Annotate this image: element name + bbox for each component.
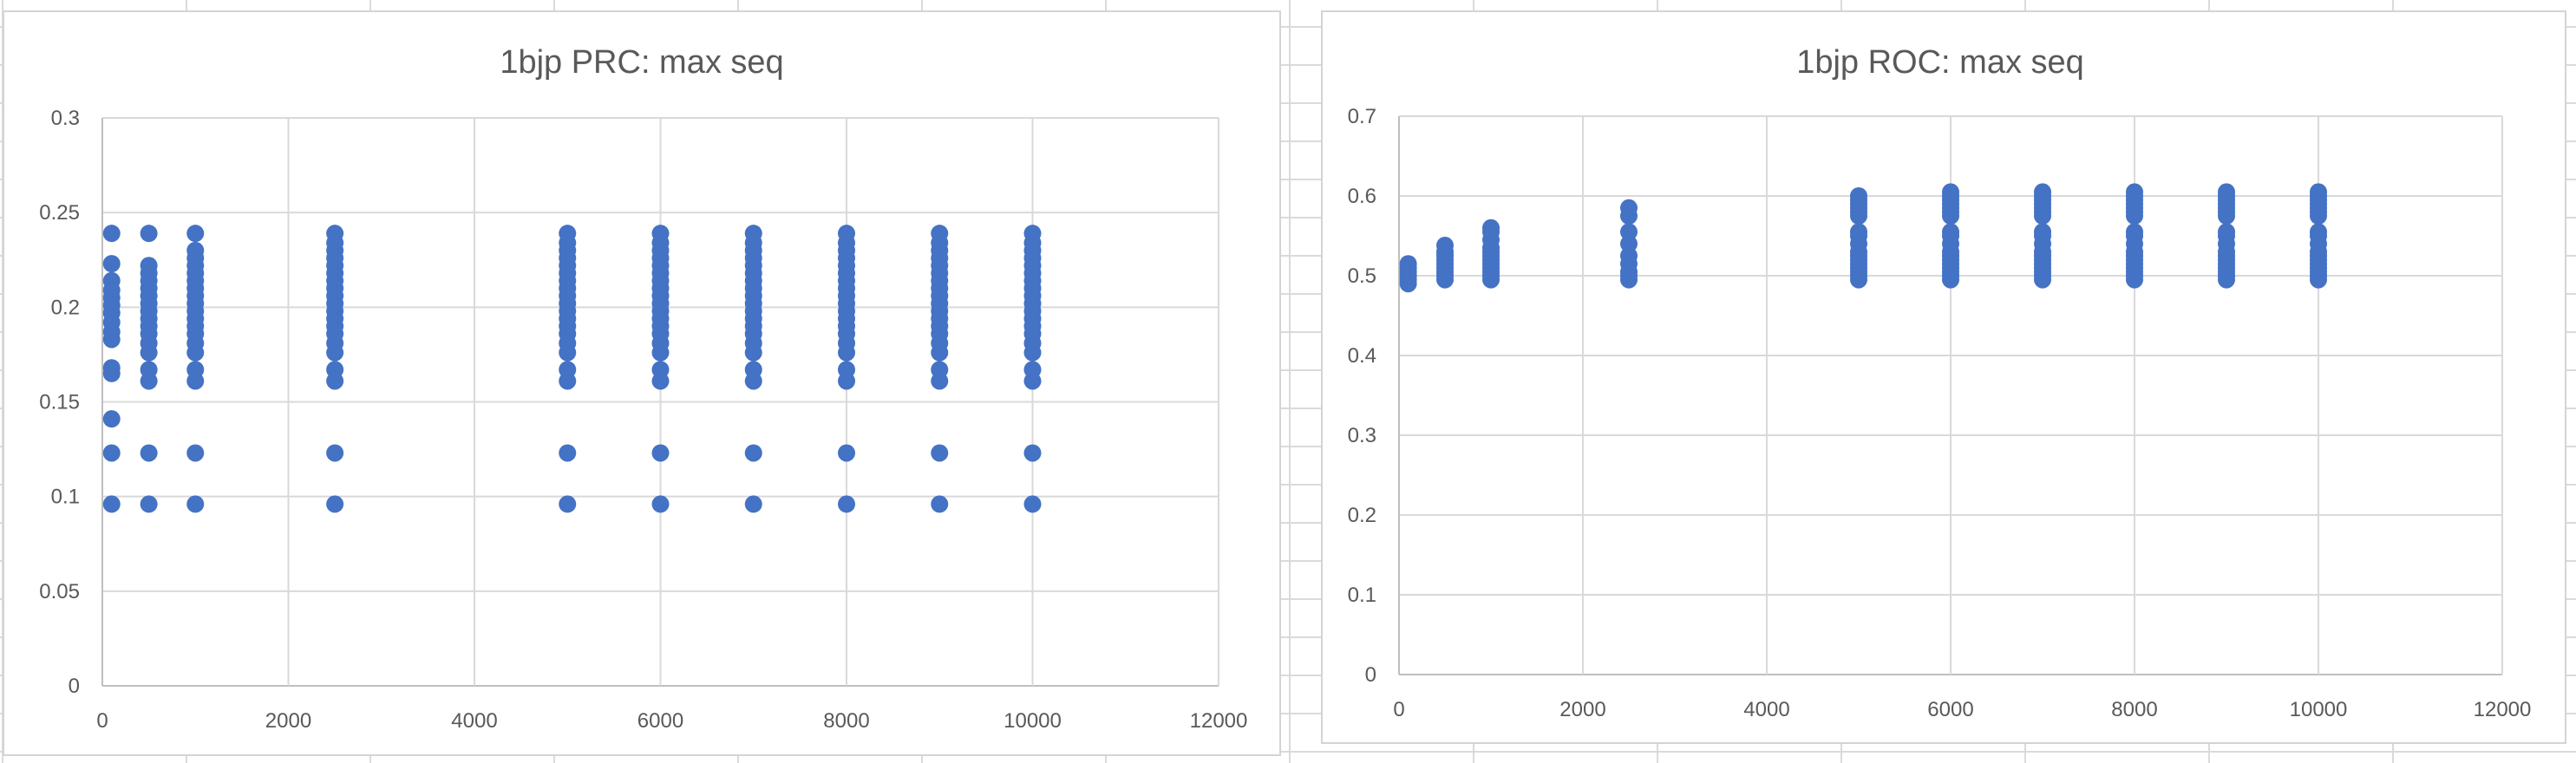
prc-data-point[interactable] [744,495,762,513]
prc-data-point[interactable] [102,444,121,462]
prc-data-point[interactable] [559,444,577,462]
prc-data-point[interactable] [651,361,670,379]
roc-y-tick-label: 0.6 [1348,185,1376,208]
prc-data-point[interactable] [1023,225,1042,243]
roc-data-point[interactable] [2310,183,2327,201]
prc-data-point[interactable] [838,361,855,379]
prc-data-point[interactable] [140,444,158,462]
prc-data-point[interactable] [559,225,577,243]
roc-x-tick-label: 12000 [2474,698,2532,721]
prc-y-tick-label: 0.3 [51,107,80,130]
roc-scatter-chart: 1bjp ROC: max seq 0 0.1 0.2 0.3 0.4 0.5 0.6 0.7… [1348,44,2532,721]
prc-data-point[interactable] [931,444,949,462]
roc-data-point[interactable] [1620,235,1638,253]
roc-data-point[interactable] [2034,183,2051,201]
prc-data-point[interactable] [559,361,577,379]
prc-data-point[interactable] [931,225,949,243]
roc-x-tick-label: 0 [1393,698,1404,721]
prc-chart-title: 1bjp PRC: max seq [500,44,783,81]
prc-y-tick-label: 0.05 [39,580,80,603]
prc-data-point[interactable] [1023,444,1042,462]
prc-data-point[interactable] [102,359,121,377]
roc-x-tick-label: 10000 [2290,698,2348,721]
roc-data-point[interactable] [1620,199,1638,217]
roc-y-tick-label: 0.5 [1348,264,1376,288]
prc-y-tick-label: 0.1 [51,486,80,509]
roc-y-tick-label: 0.2 [1348,504,1376,527]
prc-y-tick-label: 0.2 [51,296,80,319]
roc-data-point[interactable] [1850,223,1867,241]
prc-data-point[interactable] [186,444,205,462]
prc-data-point[interactable] [651,225,670,243]
roc-x-tick-label: 2000 [1559,698,1605,721]
roc-data-point[interactable] [2034,223,2051,241]
prc-data-point[interactable] [1023,495,1042,513]
prc-chart-container[interactable]: 1bjp PRC: max seq 0 0.05 0.1 0.15 0.2 0.25 0.3… [3,10,1281,756]
roc-y-tick-label: 0.7 [1348,105,1376,128]
prc-data-point[interactable] [326,225,344,243]
roc-y-tick-label: 0.4 [1348,344,1376,368]
roc-x-tick-label: 4000 [1743,698,1789,721]
prc-data-point[interactable] [744,225,762,243]
prc-data-point[interactable] [186,225,205,243]
roc-data-point[interactable] [2218,183,2235,201]
prc-x-tick-label: 2000 [265,709,311,733]
roc-data-point[interactable] [1482,218,1500,237]
prc-data-point[interactable] [744,444,762,462]
prc-data-point[interactable] [186,495,205,513]
roc-x-tick-label: 8000 [2111,698,2157,721]
prc-x-tick-label: 8000 [823,709,869,733]
roc-data-point[interactable] [1850,187,1867,205]
prc-data-point[interactable] [140,257,158,275]
prc-x-tick-label: 4000 [451,709,497,733]
prc-data-point[interactable] [651,444,670,462]
prc-data-point[interactable] [140,225,158,243]
prc-data-point[interactable] [326,361,344,379]
roc-data-point[interactable] [1620,223,1638,241]
prc-x-tick-label: 10000 [1004,709,1062,733]
roc-chart-container[interactable]: 1bjp ROC: max seq 0 0.1 0.2 0.3 0.4 0.5 0.6 0.7… [1321,10,2566,744]
roc-data-point[interactable] [1942,223,1959,241]
roc-data-point[interactable] [2126,183,2143,201]
roc-data-point[interactable] [1620,247,1638,264]
roc-x-tick-label: 6000 [1927,698,1973,721]
prc-data-point[interactable] [931,495,949,513]
prc-data-point[interactable] [1023,361,1042,379]
prc-data-point[interactable] [559,495,577,513]
roc-y-tick-label: 0.1 [1348,584,1376,607]
prc-data-point[interactable] [102,410,121,428]
prc-data-point[interactable] [102,225,121,243]
roc-data-point[interactable] [2126,223,2143,241]
prc-data-point[interactable] [140,495,158,513]
roc-y-tick-label: 0.3 [1348,424,1376,447]
prc-data-point[interactable] [651,495,670,513]
prc-data-point[interactable] [326,495,344,513]
prc-x-tick-label: 12000 [1190,709,1248,733]
prc-y-tick-label: 0.25 [39,201,80,225]
prc-data-point[interactable] [326,444,344,462]
roc-chart-title: 1bjp ROC: max seq [1796,44,2084,81]
prc-data-point[interactable] [102,495,121,513]
prc-y-tick-label: 0 [69,675,80,698]
prc-data-point[interactable] [838,444,855,462]
prc-data-point[interactable] [838,225,855,243]
prc-x-tick-label: 0 [96,709,108,733]
roc-data-point[interactable] [2310,223,2327,241]
prc-x-tick-label: 6000 [637,709,683,733]
roc-data-point[interactable] [1399,255,1417,273]
prc-data-point[interactable] [186,361,205,379]
roc-y-tick-label: 0 [1365,663,1376,687]
prc-scatter-chart: 1bjp PRC: max seq 0 0.05 0.1 0.15 0.2 0.25 0.3… [39,44,1248,733]
prc-data-point[interactable] [186,241,205,259]
prc-data-point[interactable] [838,495,855,513]
prc-data-point[interactable] [102,255,121,273]
prc-data-point[interactable] [102,271,121,290]
prc-data-point[interactable] [140,361,158,379]
roc-data-point[interactable] [1436,237,1454,255]
roc-data-point[interactable] [2218,223,2235,241]
prc-data-point[interactable] [744,361,762,379]
prc-y-tick-label: 0.15 [39,391,80,414]
roc-data-point[interactable] [1942,183,1959,201]
prc-data-point[interactable] [931,361,949,379]
